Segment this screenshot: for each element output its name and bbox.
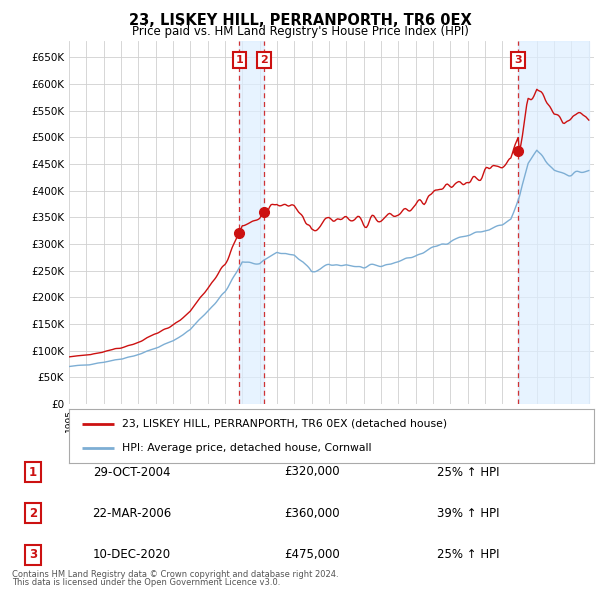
Text: HPI: Average price, detached house, Cornwall: HPI: Average price, detached house, Corn… xyxy=(121,444,371,454)
Text: £360,000: £360,000 xyxy=(284,507,340,520)
Text: £475,000: £475,000 xyxy=(284,548,340,561)
Text: Price paid vs. HM Land Registry's House Price Index (HPI): Price paid vs. HM Land Registry's House … xyxy=(131,25,469,38)
Text: 39% ↑ HPI: 39% ↑ HPI xyxy=(437,507,499,520)
Text: 2: 2 xyxy=(29,507,37,520)
Text: 29-OCT-2004: 29-OCT-2004 xyxy=(93,466,171,478)
Text: 10-DEC-2020: 10-DEC-2020 xyxy=(93,548,171,561)
Text: 25% ↑ HPI: 25% ↑ HPI xyxy=(437,548,499,561)
Text: 3: 3 xyxy=(514,55,522,65)
Text: 1: 1 xyxy=(235,55,243,65)
Bar xyxy=(239,41,264,404)
Text: 23, LISKEY HILL, PERRANPORTH, TR6 0EX: 23, LISKEY HILL, PERRANPORTH, TR6 0EX xyxy=(128,13,472,28)
Text: £320,000: £320,000 xyxy=(284,466,340,478)
Text: This data is licensed under the Open Government Licence v3.0.: This data is licensed under the Open Gov… xyxy=(12,578,280,587)
Text: 2: 2 xyxy=(260,55,268,65)
Text: 3: 3 xyxy=(29,548,37,561)
Text: 25% ↑ HPI: 25% ↑ HPI xyxy=(437,466,499,478)
Text: Contains HM Land Registry data © Crown copyright and database right 2024.: Contains HM Land Registry data © Crown c… xyxy=(12,571,338,579)
Text: 22-MAR-2006: 22-MAR-2006 xyxy=(92,507,172,520)
Text: 23, LISKEY HILL, PERRANPORTH, TR6 0EX (detached house): 23, LISKEY HILL, PERRANPORTH, TR6 0EX (d… xyxy=(121,418,446,428)
Text: 1: 1 xyxy=(29,466,37,478)
Bar xyxy=(518,41,589,404)
